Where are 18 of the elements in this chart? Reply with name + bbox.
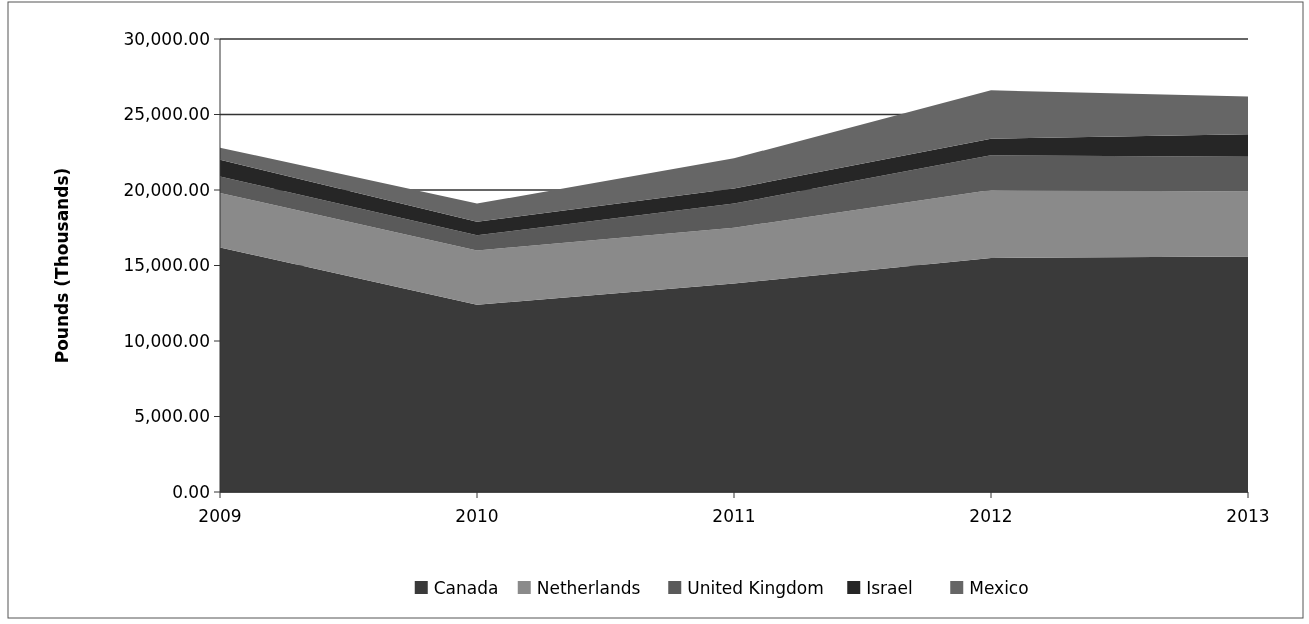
x-tick-label: 2012 xyxy=(969,506,1013,526)
y-tick-label: 15,000.00 xyxy=(123,255,210,276)
x-tick-label: 2009 xyxy=(198,506,242,526)
y-axis-title: Pounds (Thousands) xyxy=(52,167,72,364)
x-tick-label: 2010 xyxy=(455,506,499,526)
y-tick-label: 5,000.00 xyxy=(134,406,210,427)
y-tick-label: 25,000.00 xyxy=(123,104,210,125)
legend-label: Netherlands xyxy=(536,577,641,598)
legend-label: Canada xyxy=(433,577,499,598)
y-tick-label: 30,000.00 xyxy=(123,28,210,49)
x-tick-label: 2013 xyxy=(1226,506,1270,526)
y-tick-label: 10,000.00 xyxy=(123,330,210,351)
legend-label: United Kingdom xyxy=(687,577,824,598)
x-tick-label: 2011 xyxy=(712,506,756,526)
y-tick-label: 20,000.00 xyxy=(123,179,210,200)
legend-label: Mexico xyxy=(969,577,1029,598)
y-tick-label: 0.00 xyxy=(172,481,210,502)
legend-label: Israel xyxy=(866,577,913,598)
